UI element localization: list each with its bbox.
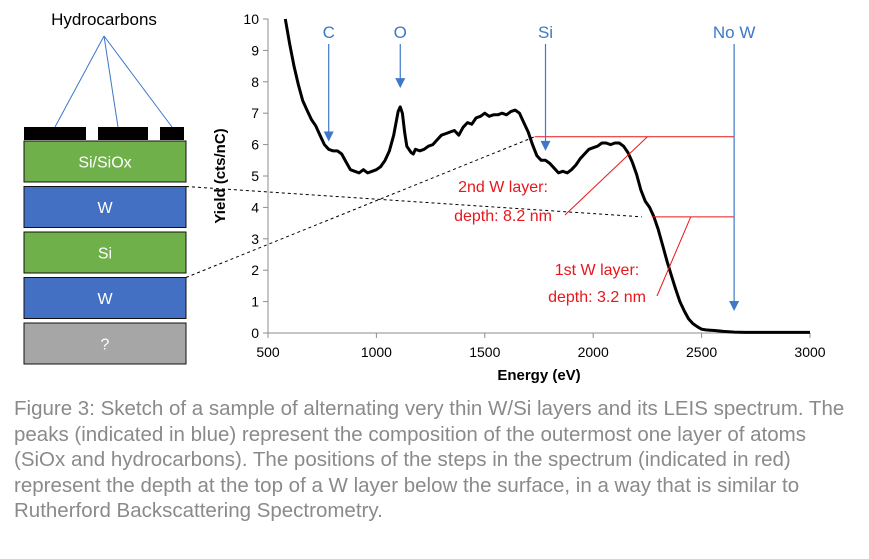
x-axis-title: Energy (eV): [497, 367, 580, 384]
leis-spectrum-chart: 0 1 2 3 4 5 6 7 8 9 10 500 1000 1500 2000 2500 3000 Ene…: [212, 11, 826, 384]
layer-label-3: W: [97, 291, 113, 308]
y-tick-label: 4: [251, 199, 259, 215]
x-tick-label: 1000: [361, 344, 392, 360]
hydrocarbon-block-1: [98, 127, 148, 140]
hydrocarbon-blocks: [24, 127, 184, 140]
y-tick-label: 7: [251, 105, 259, 121]
y-tick-labels: 0 1 2 3 4 5 6 7 8 9 10: [243, 11, 259, 341]
step-markers: 2nd W layer: depth: 8.2 nm 1st W layer: dep…: [454, 136, 735, 306]
peak-markers: C O Si No W: [323, 23, 756, 312]
y-tick-label: 1: [251, 294, 259, 310]
y-axis-title: Yield (cts/nC): [212, 128, 229, 223]
figure: Hydrocarbons Si/SiOx W Si W? 0 1 2 3 4 5 6 7 8 9 10 5…: [23, 10, 826, 384]
layer-3: [23, 277, 187, 319]
x-tick-labels: 500 1000 1500 2000 2500 3000: [256, 344, 825, 360]
x-tick-label: 2000: [578, 344, 609, 360]
step-label-title-1: 1st W layer:: [555, 262, 639, 279]
x-tick-label: 1500: [469, 344, 500, 360]
step-pointer-0: [564, 136, 648, 216]
depth-guide-1st-w: [185, 186, 642, 218]
y-tick-label: 2: [251, 262, 259, 278]
hydrocarbon-pointer-lines: [54, 35, 173, 128]
step-label-depth-0: depth: 8.2 nm: [454, 208, 552, 225]
hydrocarbon-pointer-1: [103, 35, 119, 128]
spectrum-line: [283, 18, 810, 334]
step-pointer-1: [656, 216, 692, 297]
hydrocarbon-block-0: [24, 127, 86, 140]
y-tick-label: 0: [251, 325, 259, 341]
peak-label-3: No W: [713, 23, 756, 42]
hydrocarbon-block-2: [160, 127, 184, 140]
sample-sketch: Hydrocarbons Si/SiOx W Si W?: [23, 10, 642, 365]
peak-label-0: C: [323, 23, 335, 42]
layer-1: [23, 186, 187, 228]
x-tick-label: 500: [256, 344, 280, 360]
layer-label-4: ?: [101, 337, 110, 354]
layer-stack: Si/SiOx W Si W?: [23, 140, 187, 365]
layer-label-2: Si: [98, 246, 112, 263]
layer-label-0: Si/SiOx: [78, 155, 131, 172]
y-tick-label: 8: [251, 74, 259, 90]
peak-arrowhead-1: [395, 78, 406, 89]
y-tick-label: 3: [251, 231, 259, 247]
peak-label-1: O: [394, 23, 407, 42]
hydrocarbon-pointer-2: [103, 35, 173, 128]
x-tick-label: 3000: [794, 344, 825, 360]
peak-arrowhead-0: [323, 131, 334, 142]
depth-guide-2nd-w: [185, 136, 535, 278]
hydrocarbons-label: Hydrocarbons: [51, 10, 157, 29]
y-tick-label: 6: [251, 137, 259, 153]
y-tick-label: 9: [251, 42, 259, 58]
y-tick-label: 10: [243, 11, 259, 27]
layer-4: [23, 322, 187, 365]
figure-caption: Figure 3: Sketch of a sample of alternat…: [14, 397, 845, 522]
layer-label-1: W: [97, 200, 113, 217]
chart-axes: [263, 18, 811, 338]
peak-arrowhead-2: [540, 140, 551, 151]
x-tick-label: 2500: [686, 344, 717, 360]
depth-guide-lines: [185, 136, 642, 278]
peak-arrowhead-3: [729, 301, 740, 312]
layer-0: [23, 140, 187, 183]
layer-2: [23, 231, 187, 274]
step-label-title-0: 2nd W layer:: [458, 179, 548, 196]
hydrocarbon-pointer-0: [54, 35, 105, 128]
peak-label-2: Si: [538, 23, 553, 42]
step-label-depth-1: depth: 3.2 nm: [548, 289, 646, 306]
y-tick-label: 5: [251, 168, 259, 184]
